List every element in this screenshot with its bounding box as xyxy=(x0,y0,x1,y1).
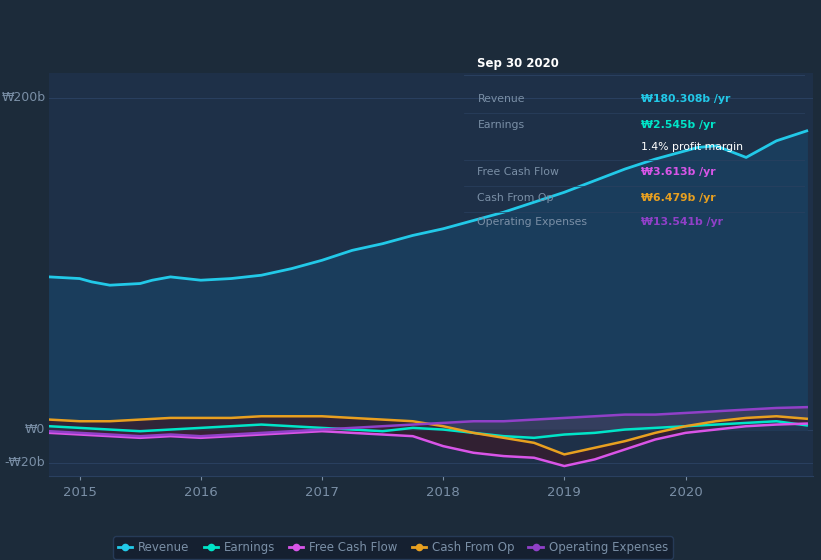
Text: -₩20b: -₩20b xyxy=(5,456,45,469)
Text: ₩3.613b /yr: ₩3.613b /yr xyxy=(641,167,716,178)
Text: ₩6.479b /yr: ₩6.479b /yr xyxy=(641,193,716,203)
Text: Operating Expenses: Operating Expenses xyxy=(478,217,588,227)
Text: Sep 30 2020: Sep 30 2020 xyxy=(478,57,559,70)
Text: Revenue: Revenue xyxy=(478,94,525,104)
Text: ₩180.308b /yr: ₩180.308b /yr xyxy=(641,94,731,104)
Text: ₩2.545b /yr: ₩2.545b /yr xyxy=(641,120,716,130)
Text: ₩200b: ₩200b xyxy=(2,91,45,104)
Text: 1.4% profit margin: 1.4% profit margin xyxy=(641,142,743,152)
Legend: Revenue, Earnings, Free Cash Flow, Cash From Op, Operating Expenses: Revenue, Earnings, Free Cash Flow, Cash … xyxy=(113,536,672,559)
Text: Earnings: Earnings xyxy=(478,120,525,130)
Text: ₩0: ₩0 xyxy=(25,423,45,436)
Text: Free Cash Flow: Free Cash Flow xyxy=(478,167,559,178)
Text: Cash From Op: Cash From Op xyxy=(478,193,554,203)
Text: ₩13.541b /yr: ₩13.541b /yr xyxy=(641,217,723,227)
